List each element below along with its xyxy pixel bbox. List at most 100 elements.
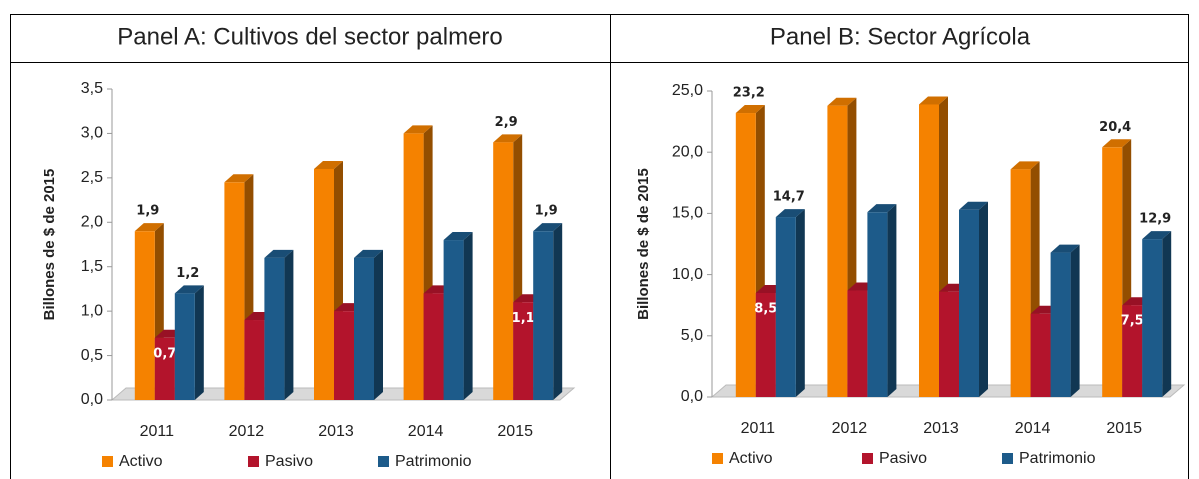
y-tick-label: 0,0 (81, 391, 103, 408)
legend-swatch (1002, 453, 1013, 464)
bar (513, 302, 534, 400)
bar-top (314, 160, 343, 169)
bar-top (775, 209, 805, 218)
data-label: 1,1 (512, 311, 535, 326)
data-label: 7,5 (1121, 314, 1144, 329)
bar-side (284, 249, 294, 400)
bar-top (827, 97, 857, 106)
bar-side (1162, 231, 1172, 397)
data-label: 1,9 (535, 204, 558, 219)
data-label: 1,9 (136, 204, 159, 219)
data-label: 0,7 (153, 346, 176, 361)
legend-label: Patrimonio (1019, 450, 1096, 467)
x-tick-label: 2014 (408, 423, 444, 440)
bar (493, 142, 514, 401)
y-tick-label: 25,0 (672, 82, 703, 99)
bar (1142, 239, 1163, 397)
bar (314, 168, 334, 400)
bar-top (1142, 231, 1172, 240)
bar (224, 182, 245, 400)
legend-label: Pasivo (265, 453, 313, 470)
panel-title: Panel B: Sector Agrícola (770, 23, 1031, 50)
bar (174, 293, 195, 400)
y-tick-label: 3,5 (81, 80, 103, 97)
bar-side (979, 201, 988, 397)
bar (1122, 305, 1143, 397)
bar-side (194, 285, 204, 400)
legend-swatch (102, 456, 113, 467)
bar (1030, 313, 1051, 397)
bar (423, 293, 444, 400)
x-tick-label: 2011 (140, 423, 175, 440)
x-tick-label: 2015 (497, 423, 533, 440)
x-tick-label: 2012 (832, 420, 868, 437)
bar-top (354, 249, 383, 258)
bar (1050, 252, 1071, 397)
bar-side (374, 249, 383, 400)
data-label: 8,5 (754, 301, 777, 316)
data-label: 12,9 (1139, 212, 1171, 227)
data-label: 1,2 (176, 266, 199, 281)
x-tick-label: 2013 (318, 423, 354, 440)
y-tick-label: 15,0 (672, 205, 703, 222)
bar (533, 231, 554, 400)
y-tick-label: 5,0 (681, 327, 703, 344)
bar-top (867, 204, 897, 213)
y-tick-label: 10,0 (672, 266, 703, 283)
bar-top (224, 174, 254, 183)
legend-swatch (862, 453, 873, 464)
bar-top (959, 201, 988, 210)
legend-swatch (248, 456, 259, 467)
x-tick-label: 2012 (229, 423, 265, 440)
x-tick-label: 2014 (1015, 420, 1051, 437)
bar (354, 257, 374, 400)
bar-top (443, 232, 473, 241)
bar-side (795, 209, 805, 397)
bar-top (1102, 139, 1132, 148)
bar-top (403, 125, 433, 134)
panel-title: Panel A: Cultivos del sector palmero (117, 23, 503, 50)
bar (244, 320, 265, 400)
bar (919, 104, 939, 398)
bar-top (735, 105, 765, 114)
table-border (10, 14, 1189, 479)
y-axis-title: Billones de $ de 2015 (635, 168, 652, 320)
bar-side (553, 223, 563, 400)
bar (867, 212, 888, 397)
y-tick-label: 3,0 (81, 125, 103, 142)
bar (134, 231, 155, 400)
legend-label: Patrimonio (395, 453, 472, 470)
y-tick-label: 2,5 (81, 169, 103, 186)
bar-top (1050, 244, 1080, 253)
y-tick-label: 1,5 (81, 258, 103, 275)
data-label: 20,4 (1099, 120, 1131, 135)
bar (403, 133, 424, 400)
y-tick-label: 1,0 (81, 302, 103, 319)
bar (827, 105, 848, 398)
bar (334, 311, 354, 400)
bar-top (264, 249, 294, 258)
x-tick-label: 2013 (923, 420, 959, 437)
y-tick-label: 0,5 (81, 347, 103, 364)
bar (735, 113, 756, 398)
legend-label: Activo (729, 450, 773, 467)
bar (1010, 169, 1031, 397)
bar-top (134, 223, 164, 232)
legend-label: Activo (119, 453, 163, 470)
y-tick-label: 0,0 (681, 388, 703, 405)
data-label: 23,2 (733, 86, 765, 101)
x-tick-label: 2011 (741, 420, 776, 437)
bar (443, 240, 464, 400)
bar-top (1010, 161, 1040, 170)
bar (847, 290, 868, 397)
y-tick-label: 2,0 (81, 214, 103, 231)
bar-top (919, 96, 948, 105)
bar-side (463, 232, 473, 400)
bar (755, 292, 776, 397)
bar (154, 337, 175, 400)
bar (775, 217, 796, 397)
y-tick-label: 20,0 (672, 143, 703, 160)
legend-label: Pasivo (879, 450, 927, 467)
bar-top (533, 223, 563, 232)
